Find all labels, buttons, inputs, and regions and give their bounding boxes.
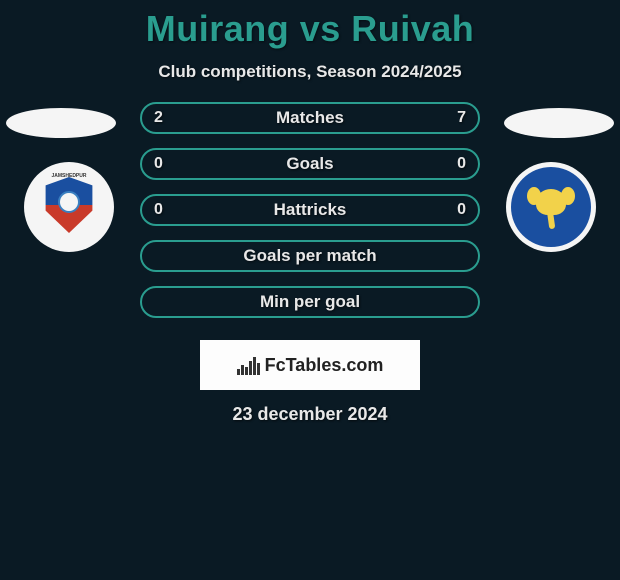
team-crest-right <box>506 162 596 252</box>
pill-matches: 2 Matches 7 <box>140 102 480 134</box>
pill-goals-right: 0 <box>457 155 466 173</box>
branding-badge[interactable]: FcTables.com <box>200 340 420 390</box>
subtitle: Club competitions, Season 2024/2025 <box>0 62 620 82</box>
pill-hattricks-left: 0 <box>154 201 163 219</box>
pill-matches-left: 2 <box>154 109 163 127</box>
pill-mpg-label: Min per goal <box>260 292 360 312</box>
player-avatar-left <box>6 108 116 138</box>
pill-hattricks-label: Hattricks <box>274 200 347 220</box>
pill-gpm: Goals per match <box>140 240 480 272</box>
pill-matches-label: Matches <box>276 108 344 128</box>
pill-goals-left: 0 <box>154 155 163 173</box>
pill-hattricks: 0 Hattricks 0 <box>140 194 480 226</box>
player-avatar-right <box>504 108 614 138</box>
page-title: Muirang vs Ruivah <box>0 0 620 50</box>
date-text: 23 december 2024 <box>0 404 620 425</box>
pill-hattricks-right: 0 <box>457 201 466 219</box>
bar-chart-icon <box>237 355 261 375</box>
pill-goals: 0 Goals 0 <box>140 148 480 180</box>
root: Muirang vs Ruivah Club competitions, Sea… <box>0 0 620 580</box>
pill-gpm-label: Goals per match <box>243 246 376 266</box>
elephant-icon <box>511 167 591 247</box>
pill-mpg: Min per goal <box>140 286 480 318</box>
stat-pills: 2 Matches 7 0 Goals 0 0 Hattricks 0 Goal… <box>140 102 480 332</box>
pill-matches-right: 7 <box>457 109 466 127</box>
branding-text: FcTables.com <box>265 355 384 376</box>
team-crest-left: JAMSHEDPUR <box>24 162 114 252</box>
shield-icon: JAMSHEDPUR <box>43 177 95 237</box>
pill-goals-label: Goals <box>286 154 333 174</box>
